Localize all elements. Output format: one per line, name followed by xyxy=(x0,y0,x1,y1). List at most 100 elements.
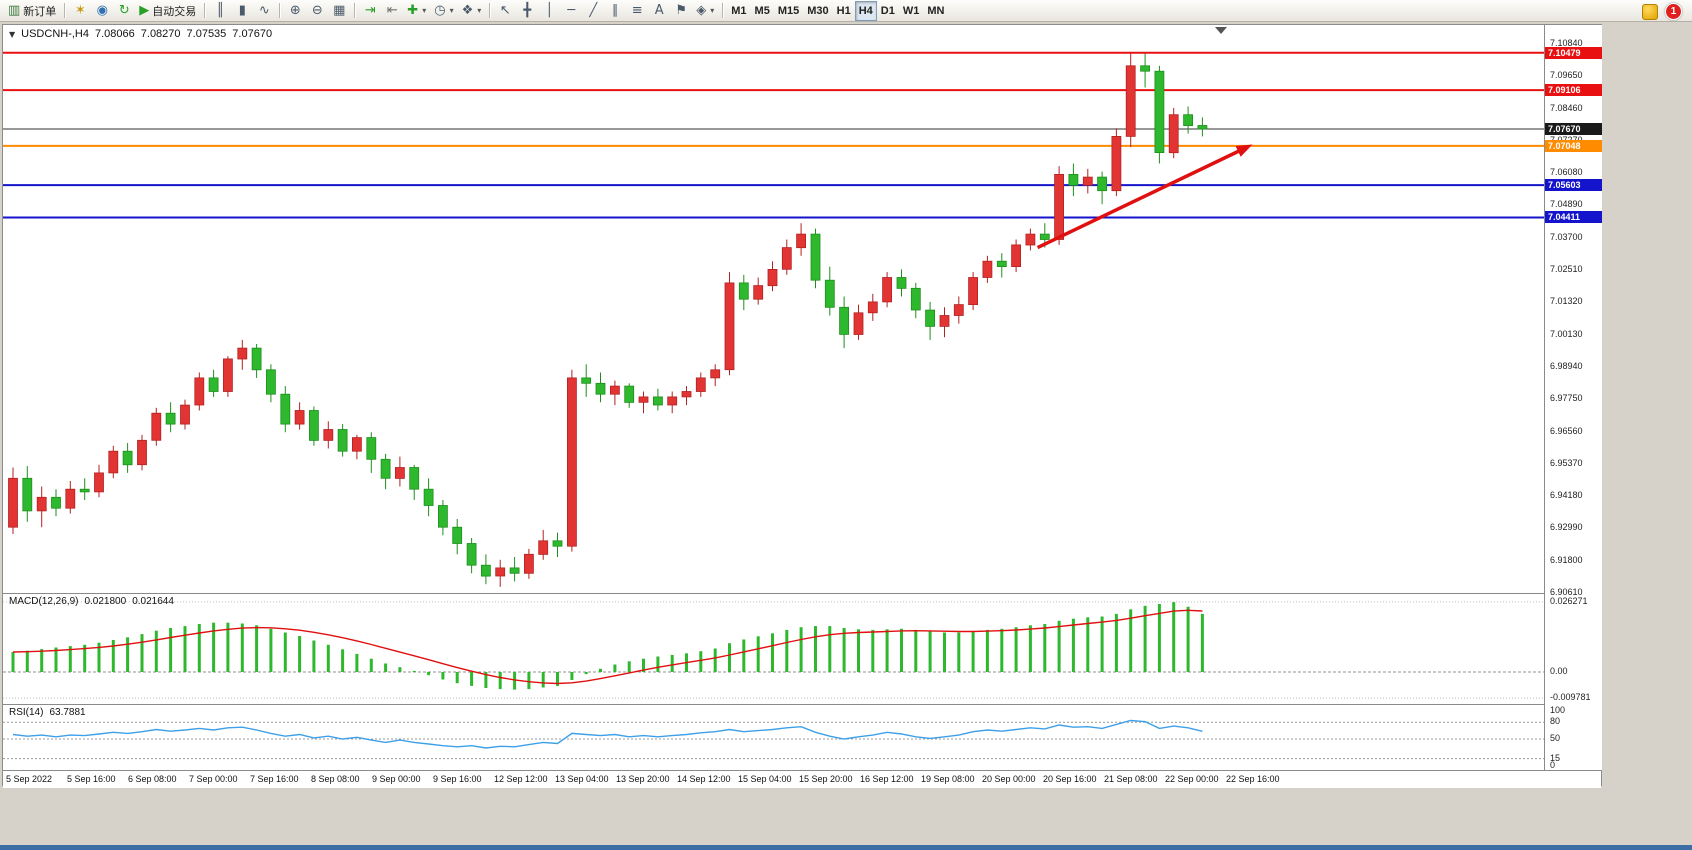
macd-chart[interactable] xyxy=(3,594,1544,704)
zoom-out-button[interactable]: ⊖ xyxy=(306,1,328,21)
autotrading-button-label: 自动交易 xyxy=(152,5,197,18)
label-button[interactable]: ⚑ xyxy=(670,1,692,21)
price-tick-label: 6.92990 xyxy=(1550,522,1583,533)
metaeditor-button[interactable]: ✶ xyxy=(69,1,91,21)
price-tick-label: 6.96560 xyxy=(1550,425,1583,436)
time-axis-label: 22 Sep 00:00 xyxy=(1165,774,1219,784)
macd-label: MACD(12,26,9) xyxy=(9,596,79,607)
terminal-button[interactable]: ◉ xyxy=(91,1,113,21)
rsi-pane[interactable]: RSI(14) 63.7881 xyxy=(3,704,1601,770)
tf-w1-button[interactable]: W1 xyxy=(899,1,924,21)
tf-d1-button[interactable]: D1 xyxy=(877,1,899,21)
crosshair-button[interactable]: ╋ xyxy=(516,1,538,21)
toolbar-separator xyxy=(279,3,281,18)
autotrading-button[interactable]: ▶ 自动交易 xyxy=(135,1,200,21)
horizontal-line-button[interactable]: ─ xyxy=(560,1,582,21)
one-click-trading-toggle[interactable]: ▼ xyxy=(9,29,16,39)
candlestick-chart[interactable] xyxy=(3,25,1544,593)
auto-scroll-button[interactable]: ⇥ xyxy=(359,1,381,21)
tf-m5-button[interactable]: M5 xyxy=(751,1,774,21)
chart-shift-icon: ⇤ xyxy=(386,3,398,18)
tile-windows-icon: ▦ xyxy=(333,3,346,18)
ohlc-low: 7.07535 xyxy=(186,28,227,40)
price-tick-label: 7.03700 xyxy=(1550,231,1583,242)
tf-mn-button-label: MN xyxy=(927,4,945,17)
tf-d1-button-label: D1 xyxy=(880,4,895,17)
time-axis-label: 9 Sep 00:00 xyxy=(372,774,421,784)
time-axis-label: 6 Sep 08:00 xyxy=(128,774,177,784)
time-axis[interactable]: 5 Sep 2022 5 Sep 16:00 6 Sep 08:00 7 Sep 00… xyxy=(3,770,1601,788)
trend-arrow-line xyxy=(1036,146,1247,250)
price-chart-pane[interactable]: ▼ USDCNH-,H4 7.08066 7.08270 7.07535 7.0… xyxy=(3,25,1601,593)
macd-value: 0.021800 xyxy=(84,596,127,607)
time-axis-label: 12 Sep 12:00 xyxy=(494,774,548,784)
chart-shift-button[interactable]: ⇤ xyxy=(381,1,403,21)
rsi-chart[interactable] xyxy=(3,705,1544,770)
metaeditor-icon: ✶ xyxy=(74,3,86,18)
tile-windows-button[interactable]: ▦ xyxy=(328,1,350,21)
text-button[interactable]: A xyxy=(648,1,670,21)
new-order-button-label: 新订单 xyxy=(23,5,57,18)
crosshair-icon: ╋ xyxy=(523,3,532,18)
channel-button[interactable]: ∥ xyxy=(604,1,626,21)
vertical-line-icon: │ xyxy=(545,3,554,18)
tf-m30-button[interactable]: M30 xyxy=(803,1,832,21)
fibonacci-button[interactable]: ≡ xyxy=(626,1,648,21)
templates-button[interactable]: ❖ ▾ xyxy=(458,1,486,21)
tf-m30-button-label: M30 xyxy=(807,4,829,17)
tf-m5-button-label: M5 xyxy=(754,4,770,17)
price-scale[interactable]: 7.10840 7.09650 7.08460 7.07270 7.06080 7.048… xyxy=(1544,25,1602,770)
candles-chart-button[interactable]: ▮ xyxy=(231,1,253,21)
time-axis-label: 9 Sep 16:00 xyxy=(433,774,482,784)
zoom-out-icon: ⊖ xyxy=(311,3,323,18)
tf-mn-button[interactable]: MN xyxy=(923,1,948,21)
price-tick-label: 7.09650 xyxy=(1550,70,1583,81)
price-tick-label: 6.95370 xyxy=(1550,457,1583,468)
tf-m1-button[interactable]: M1 xyxy=(727,1,750,21)
line-chart-button[interactable]: ∿ xyxy=(253,1,275,21)
templates-icon: ❖ xyxy=(461,3,474,18)
strategy-tester-button[interactable]: ↻ xyxy=(113,1,135,21)
price-line-label: 7.04411 xyxy=(1545,211,1602,224)
cursor-button[interactable]: ↖ xyxy=(494,1,516,21)
time-axis-label: 13 Sep 04:00 xyxy=(555,774,609,784)
shapes-button[interactable]: ◈ ▾ xyxy=(692,1,718,21)
shapes-icon: ◈ xyxy=(696,3,707,18)
macd-label-row: MACD(12,26,9) 0.021800 0.021644 xyxy=(9,596,174,607)
price-tick-label: 7.10840 xyxy=(1550,38,1583,48)
trend-arrow-head xyxy=(1235,144,1253,157)
toolbar-separator xyxy=(354,3,356,18)
tf-m15-button[interactable]: M15 xyxy=(774,1,803,21)
price-tick-label: 7.04890 xyxy=(1550,199,1583,210)
tf-h1-button[interactable]: H1 xyxy=(833,1,855,21)
news-icon[interactable] xyxy=(1642,3,1658,20)
bars-chart-icon: ║ xyxy=(216,3,225,18)
new-order-button[interactable]: ▥ 新订单 xyxy=(4,1,60,21)
bars-chart-button[interactable]: ║ xyxy=(209,1,231,21)
zoom-in-button[interactable]: ⊕ xyxy=(284,1,306,21)
tf-h4-button[interactable]: H4 xyxy=(854,0,877,21)
macd-pane[interactable]: MACD(12,26,9) 0.021800 0.021644 xyxy=(3,593,1601,704)
main-toolbar: ▥ 新订单 ✶ ◉ ↻ ▶ 自动交易 ║ ▮ ∿ ⊕ ⊖ ▦ ⇥ ⇤ ✚ ▾ ◷ ▾ ❖ ▾ ↖ ╋ │ ─ ╱ ∥ ≡ A ⚑ ◈ ▾ M1 M… xyxy=(0,0,1692,22)
toolbar-separator xyxy=(64,3,66,18)
cursor-icon: ↖ xyxy=(499,3,511,18)
price-tick-label: 6.98940 xyxy=(1550,360,1583,371)
ohlc-high: 7.08270 xyxy=(140,28,181,40)
time-axis-label: 8 Sep 08:00 xyxy=(311,774,360,784)
periods-button[interactable]: ◷ ▾ xyxy=(430,1,457,21)
horizontal-line-icon: ─ xyxy=(567,3,576,18)
time-axis-label: 21 Sep 08:00 xyxy=(1104,774,1158,784)
tf-h1-button-label: H1 xyxy=(836,4,851,17)
rsi-axis-label: 15 xyxy=(1550,752,1561,763)
vertical-line-button[interactable]: │ xyxy=(538,1,560,21)
price-tick-label: 7.00130 xyxy=(1550,328,1583,339)
toolbar-button-group: ▥ 新订单 ✶ ◉ ↻ ▶ 自动交易 ║ ▮ ∿ ⊕ ⊖ ▦ ⇥ ⇤ ✚ ▾ ◷ ▾ ❖ ▾ ↖ ╋ │ ─ ╱ ∥ ≡ A ⚑ ◈ ▾ M1 M… xyxy=(4,0,948,21)
price-tick-label: 7.02510 xyxy=(1550,264,1583,275)
trendline-button[interactable]: ╱ xyxy=(582,1,604,21)
text-icon: A xyxy=(654,3,664,18)
price-line-label: 7.07670 xyxy=(1545,123,1602,136)
chart-shift-marker xyxy=(1215,27,1227,34)
notification-badge[interactable]: 1 xyxy=(1665,3,1682,20)
indicators-button[interactable]: ✚ ▾ xyxy=(403,1,430,21)
